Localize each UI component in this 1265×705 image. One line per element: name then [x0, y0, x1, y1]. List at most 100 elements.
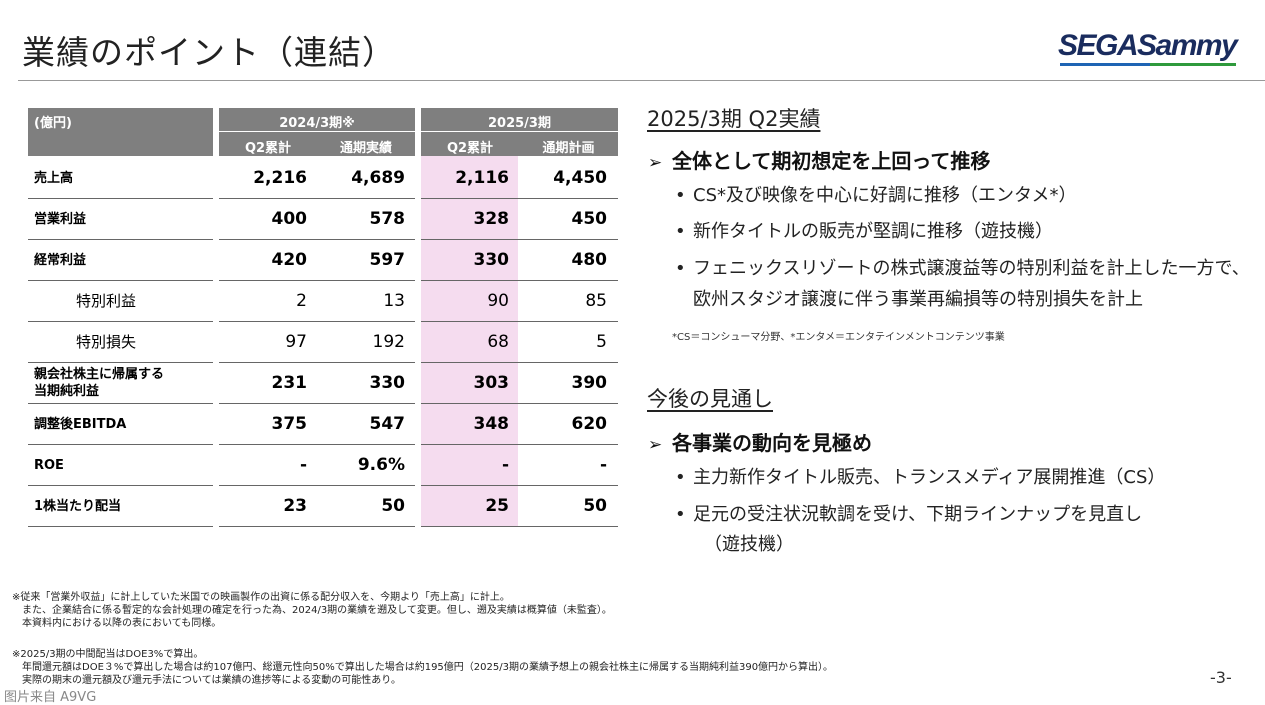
cell-value: 303	[473, 373, 510, 393]
row-separator	[28, 280, 213, 281]
cell-value: 480	[571, 250, 608, 270]
row-label: 特別利益	[76, 291, 137, 310]
row-label: 経常利益	[34, 252, 87, 268]
headline-text: 各事業の動向を見極め	[672, 431, 872, 455]
cell-value: 620	[571, 414, 608, 434]
row-separator	[421, 321, 618, 322]
cell-value: 328	[473, 209, 510, 229]
cell-value: 5	[596, 332, 607, 352]
cell-value: 231	[271, 373, 308, 393]
bullet-continuation: （遊技機）	[704, 530, 794, 560]
period-2025: 2025/3期	[488, 116, 551, 131]
row-separator	[421, 403, 618, 404]
headline-q2: ➢ 全体として期初想定を上回って推移	[648, 145, 990, 174]
row-separator	[421, 198, 618, 199]
row-label: 親会社株主に帰属する 当期純利益	[34, 363, 164, 403]
footnote-line: 本資料内における以降の表においても同様。	[12, 618, 222, 629]
bullet-icon: •	[675, 504, 686, 525]
row-separator	[219, 362, 415, 363]
title-divider	[18, 80, 1265, 81]
row-separator	[219, 280, 415, 281]
bullet-text: 新作タイトルの販売が堅調に推移（遊技機）	[693, 221, 1053, 242]
row-separator	[421, 239, 618, 240]
results-table: (億円) 2024/3期※ 2025/3期 Q2累計 通期実績 Q2累計 通期計…	[28, 108, 618, 528]
bullet-text: フェニックスリゾートの株式譲渡益等の特別利益を計上した一方で、	[693, 258, 1250, 279]
row-separator	[28, 362, 213, 363]
cell-value: -	[501, 455, 509, 475]
bullet-continuation: 欧州スタジオ譲渡に伴う事業再編損等の特別損失を計上	[693, 285, 1143, 315]
cell-value: 450	[571, 209, 608, 229]
logo-green-bar	[1150, 63, 1236, 66]
cell-value: 23	[283, 496, 307, 516]
subheader-2025-q2: Q2累計	[446, 141, 494, 156]
row-separator	[28, 526, 213, 527]
footnote-line: また、企業結合に係る暫定的な会計処理の確定を行った為、2024/3期の業績を遡及…	[12, 605, 612, 616]
table-row-adjusted-ebitda: 調整後EBITDA 375 547 348 620	[28, 404, 618, 445]
unit-label: (億円)	[34, 116, 72, 131]
cell-value: 97	[285, 332, 307, 352]
cell-value: 192	[372, 332, 405, 352]
cell-value: 50	[381, 496, 405, 516]
bullet-icon: •	[675, 467, 686, 488]
table-row-extraordinary-income: 特別利益 2 13 90 85	[28, 281, 618, 322]
cell-value: 68	[487, 332, 509, 352]
row-separator	[219, 444, 415, 445]
cell-value: 547	[369, 414, 406, 434]
row-separator	[219, 198, 415, 199]
row-separator	[219, 239, 415, 240]
row-separator	[28, 198, 213, 199]
cell-value: 578	[369, 209, 406, 229]
cell-value: 25	[485, 496, 509, 516]
logo-blue-bar	[1060, 63, 1150, 66]
cell-value: 330	[473, 250, 510, 270]
row-separator	[219, 321, 415, 322]
bullet-item: • 主力新作タイトル販売、トランスメディア展開推進（CS）	[675, 463, 1166, 493]
cell-value: 375	[271, 414, 308, 434]
row-label: 1株当たり配当	[34, 498, 122, 514]
cell-value: -	[599, 455, 607, 475]
row-separator	[28, 239, 213, 240]
arrow-icon: ➢	[648, 153, 663, 173]
section-title-outlook: 今後の見通し	[647, 387, 773, 411]
table-row-extraordinary-loss: 特別損失 97 192 68 5	[28, 322, 618, 363]
cell-value: 4,450	[553, 168, 607, 188]
headline-outlook: ➢ 各事業の動向を見極め	[648, 427, 872, 456]
row-label-line1: 親会社株主に帰属する	[34, 367, 165, 382]
cell-value: 390	[571, 373, 608, 393]
bullet-icon: •	[675, 221, 686, 242]
cell-value: 85	[585, 291, 607, 311]
bullet-icon: •	[675, 185, 686, 206]
cell-value: -	[299, 455, 307, 475]
footnote-line: ※2025/3期の中間配当はDOE3%で算出。	[12, 649, 204, 660]
logo-text: SEGASammy	[1058, 29, 1238, 62]
cell-value: 2,116	[455, 168, 509, 188]
abbreviation-note: *CS＝コンシューマ分野、*エンタメ＝エンタテインメントコンテンツ事業	[672, 332, 1005, 343]
bullet-item: • フェニックスリゾートの株式譲渡益等の特別利益を計上した一方で、	[675, 254, 1250, 284]
section-title-q2-results: 2025/3期 Q2実績	[647, 107, 821, 131]
bullet-text: （遊技機）	[704, 534, 794, 555]
cell-value: 420	[271, 250, 308, 270]
bullet-text: 主力新作タイトル販売、トランスメディア展開推進（CS）	[693, 467, 1166, 488]
cell-value: 4,689	[351, 168, 405, 188]
header-2025	[421, 108, 618, 156]
table-row-sales: 売上高 2,216 4,689 2,116 4,450	[28, 158, 618, 199]
bullet-text: 欧州スタジオ譲渡に伴う事業再編損等の特別損失を計上	[693, 289, 1143, 310]
cell-value: 13	[383, 291, 405, 311]
row-separator	[421, 280, 618, 281]
row-separator	[421, 362, 618, 363]
bullet-item: • 新作タイトルの販売が堅調に推移（遊技機）	[675, 217, 1053, 247]
cell-value: 50	[583, 496, 607, 516]
header-divider-2025	[421, 131, 618, 132]
row-separator	[421, 444, 618, 445]
highlight-column	[421, 156, 518, 526]
subheader-2025-plan: 通期計画	[542, 141, 595, 156]
row-separator	[28, 321, 213, 322]
bullet-text: CS*及び映像を中心に好調に推移（エンタメ*）	[693, 185, 1077, 206]
row-label: 特別損失	[76, 332, 137, 351]
bullet-item: • 足元の受注状況軟調を受け、下期ラインナップを見直し	[675, 500, 1142, 530]
row-separator	[28, 444, 213, 445]
table-row-operating-income: 営業利益 400 578 328 450	[28, 199, 618, 240]
footnote-line: ※従来「営業外収益」に計上していた米国での映画製作の出資に係る配分収入を、今期よ…	[12, 592, 510, 603]
row-separator	[28, 485, 213, 486]
cell-value: 90	[487, 291, 509, 311]
